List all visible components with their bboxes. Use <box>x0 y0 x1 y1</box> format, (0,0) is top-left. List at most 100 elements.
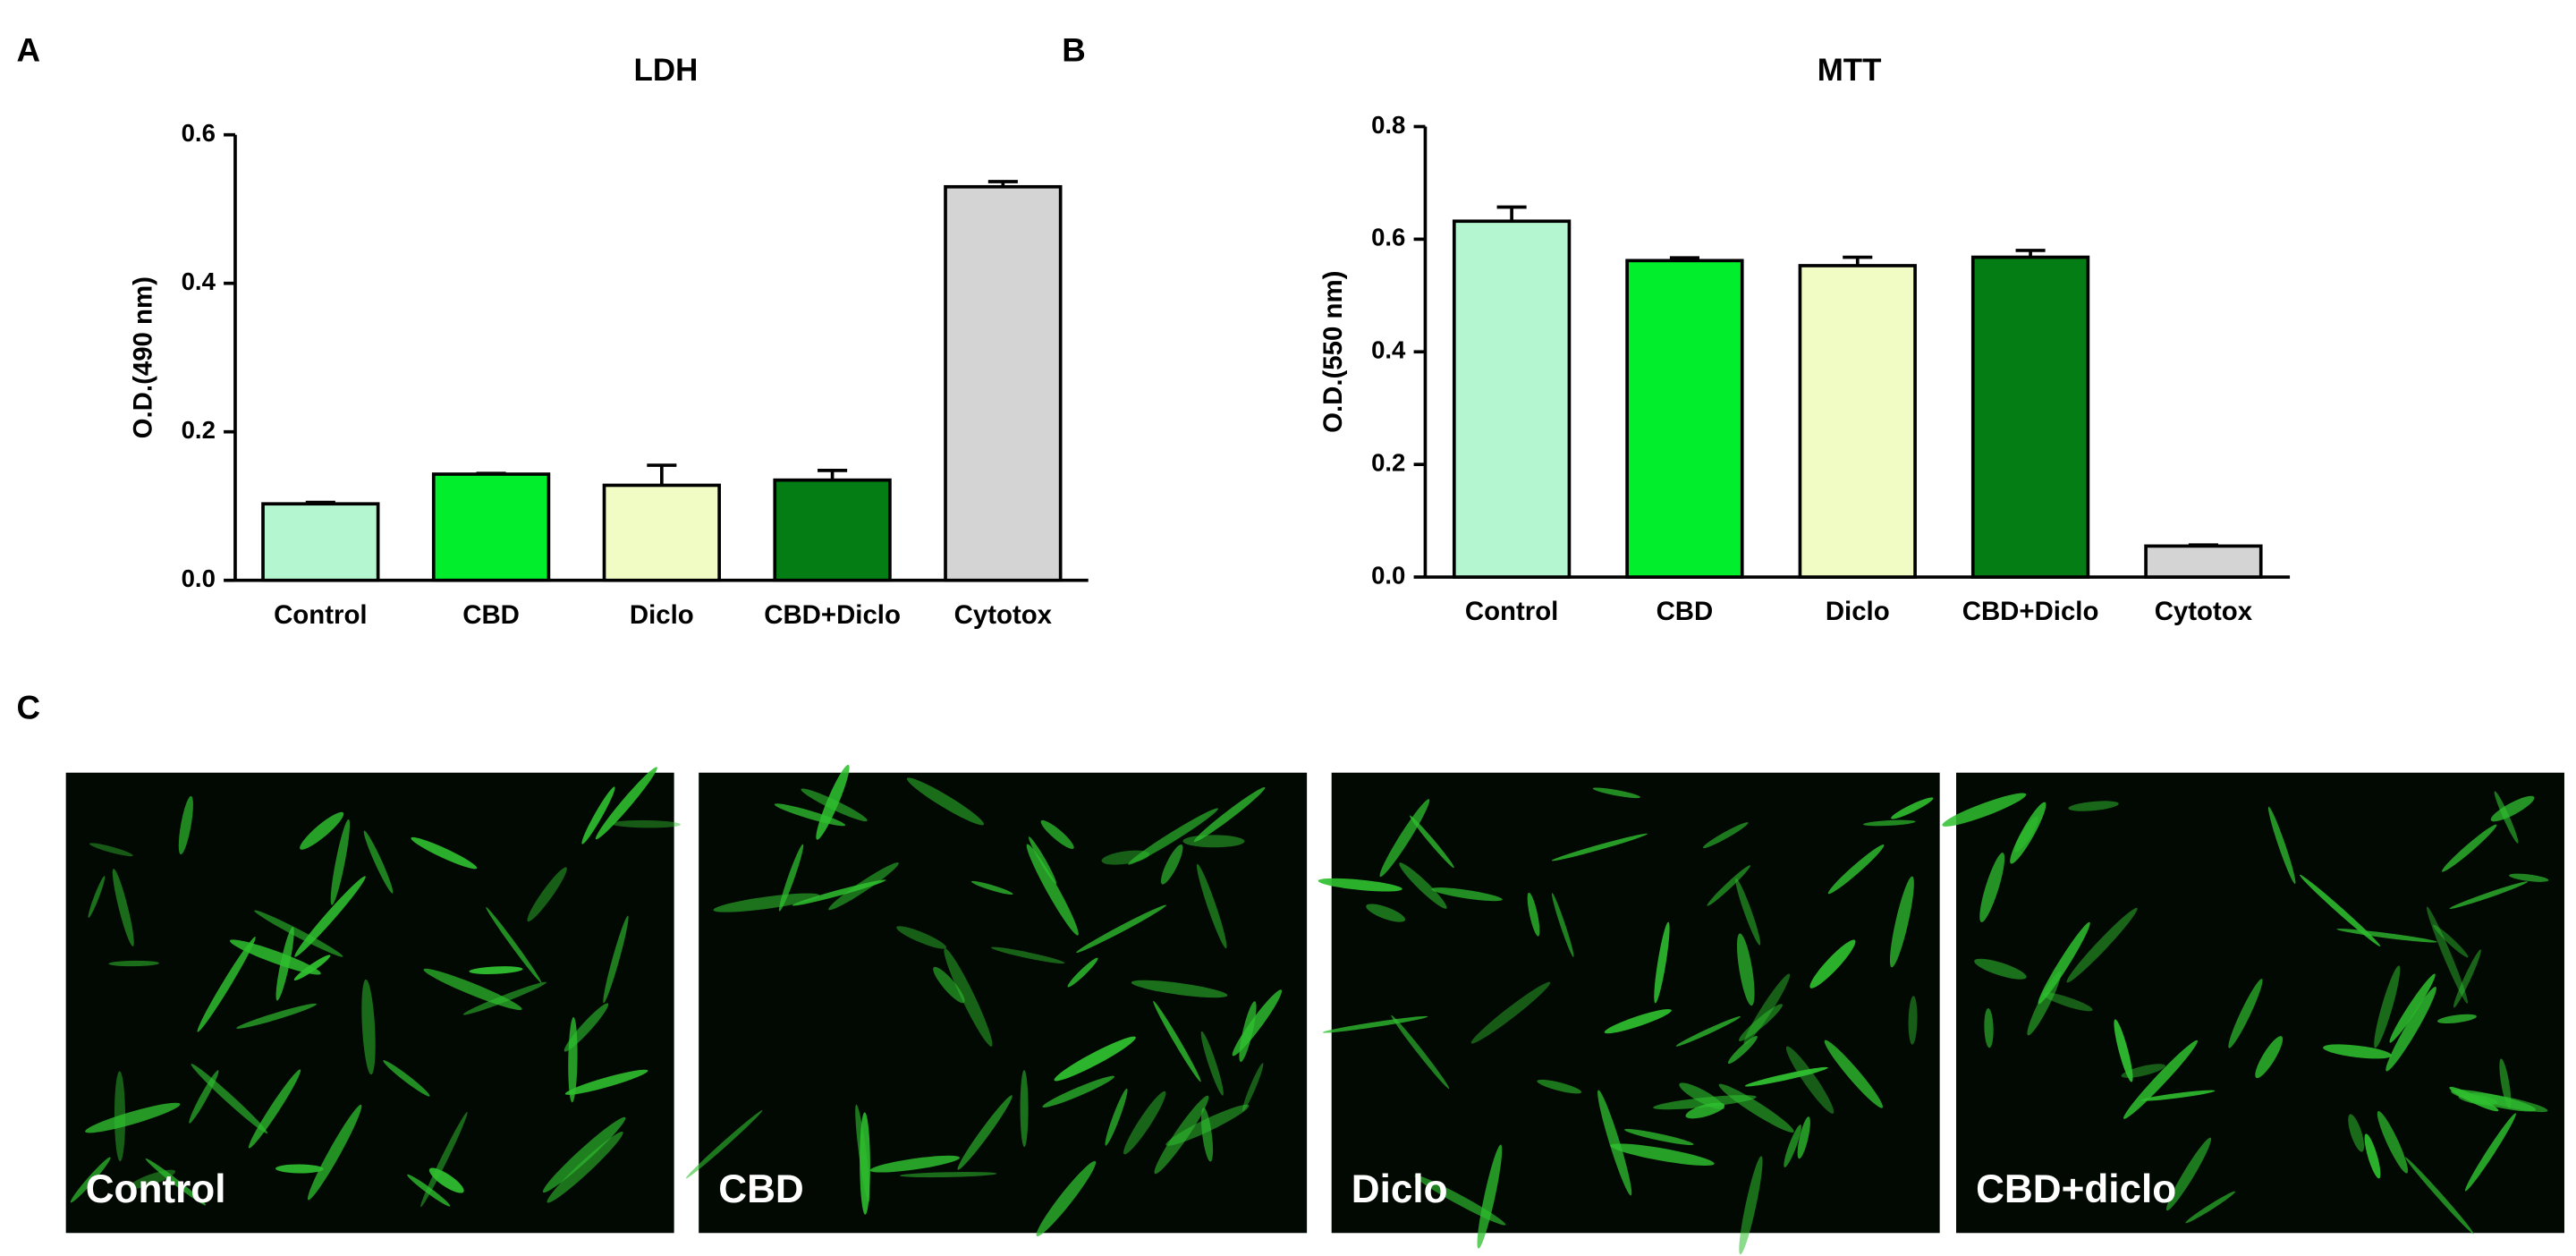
cell <box>2465 1113 2516 1192</box>
cell <box>685 1110 763 1179</box>
cell <box>542 1116 626 1193</box>
cell <box>603 915 629 1004</box>
cells <box>1942 791 2549 1235</box>
cell <box>1610 1143 1715 1167</box>
cell <box>1036 1160 1097 1237</box>
y-tick-label: 0.8 <box>1371 111 1405 139</box>
cell <box>1707 865 1750 906</box>
cell <box>1908 996 1918 1045</box>
bar <box>602 483 721 582</box>
cell <box>145 1158 207 1206</box>
x-tick-label: Control <box>274 600 367 630</box>
cell <box>1239 1001 1257 1063</box>
cell <box>2114 1019 2133 1082</box>
cell <box>2255 1036 2284 1079</box>
cell <box>462 981 547 1015</box>
cell <box>1862 819 1916 827</box>
cell <box>1743 973 1791 1045</box>
cell <box>411 836 478 870</box>
cell <box>1391 1014 1450 1090</box>
cell <box>896 926 946 949</box>
cell <box>2405 1157 2474 1235</box>
x-tick-label: CBD+Diclo <box>764 600 901 630</box>
y-tick-label: 0.2 <box>1371 448 1405 476</box>
cell <box>1154 1095 1209 1175</box>
image-label: CBD+diclo <box>1976 1167 2176 1211</box>
cell <box>1551 833 1648 861</box>
cell <box>860 1112 870 1215</box>
bar <box>1798 264 1917 579</box>
cell <box>1067 957 1098 988</box>
cell <box>2267 806 2296 885</box>
cell <box>407 1174 451 1207</box>
y-tick-label: 0.6 <box>182 119 216 147</box>
cell <box>1735 878 1761 946</box>
cell <box>1414 1175 1506 1226</box>
cell <box>1597 1090 1632 1196</box>
cell <box>2499 1058 2512 1108</box>
cell <box>420 1112 468 1208</box>
cell <box>2374 965 2401 1048</box>
cell <box>361 979 376 1075</box>
cell <box>1366 904 1406 922</box>
cell <box>527 867 567 922</box>
cell <box>2490 795 2535 822</box>
cell <box>2123 1040 2199 1119</box>
panel-label: A <box>17 32 41 69</box>
bar <box>773 478 892 582</box>
cell <box>1527 892 1540 937</box>
cell <box>2027 971 2062 1036</box>
x-tick-label: CBD <box>462 600 520 630</box>
cell <box>869 1155 960 1173</box>
cell <box>564 1003 609 1052</box>
cell <box>2449 881 2529 909</box>
cell <box>2436 1014 2477 1024</box>
cell <box>2042 992 2093 1012</box>
cell <box>275 927 294 1001</box>
cell <box>2299 874 2381 946</box>
bar <box>2144 544 2263 579</box>
cell <box>112 869 134 946</box>
image-label: Control <box>86 1167 226 1211</box>
cell <box>1026 844 1079 936</box>
cell <box>1718 1083 1794 1133</box>
cell <box>1410 815 1454 869</box>
cell <box>581 786 615 844</box>
bar <box>1452 219 1572 579</box>
cell <box>1797 1116 1810 1159</box>
cell <box>970 880 1013 895</box>
image-label: CBD <box>718 1167 804 1211</box>
cell <box>564 1069 648 1095</box>
cell <box>957 1095 1013 1170</box>
cell <box>294 876 366 957</box>
y-axis-label: O.D.(550 nm) <box>1318 271 1348 433</box>
cell <box>1242 1063 1264 1111</box>
cell <box>1193 786 1266 843</box>
y-tick-label: 0.4 <box>1371 336 1406 364</box>
panel-label: C <box>17 690 41 726</box>
cell <box>1809 939 1856 989</box>
bar <box>1970 255 2090 579</box>
cell <box>774 803 846 827</box>
cell <box>229 939 321 975</box>
cell <box>1824 1040 1884 1108</box>
cell <box>275 1164 324 1174</box>
x-tick-label: CBD+Diclo <box>1962 597 2099 626</box>
cell <box>1675 1016 1741 1047</box>
cell <box>2228 979 2263 1048</box>
cell <box>906 777 984 826</box>
cell <box>2426 906 2469 1004</box>
cell <box>300 811 344 850</box>
cell <box>1020 1070 1029 1148</box>
cell <box>1160 844 1183 885</box>
y-tick-label: 0.4 <box>182 267 216 295</box>
cell <box>1399 862 1447 909</box>
cell <box>2185 1191 2236 1224</box>
cell <box>1827 844 1885 895</box>
cell <box>1551 893 1574 957</box>
cell <box>1477 1144 1503 1249</box>
cell <box>778 844 804 912</box>
cell <box>1197 863 1227 949</box>
cell <box>2377 1111 2409 1174</box>
cell <box>1101 850 1150 865</box>
